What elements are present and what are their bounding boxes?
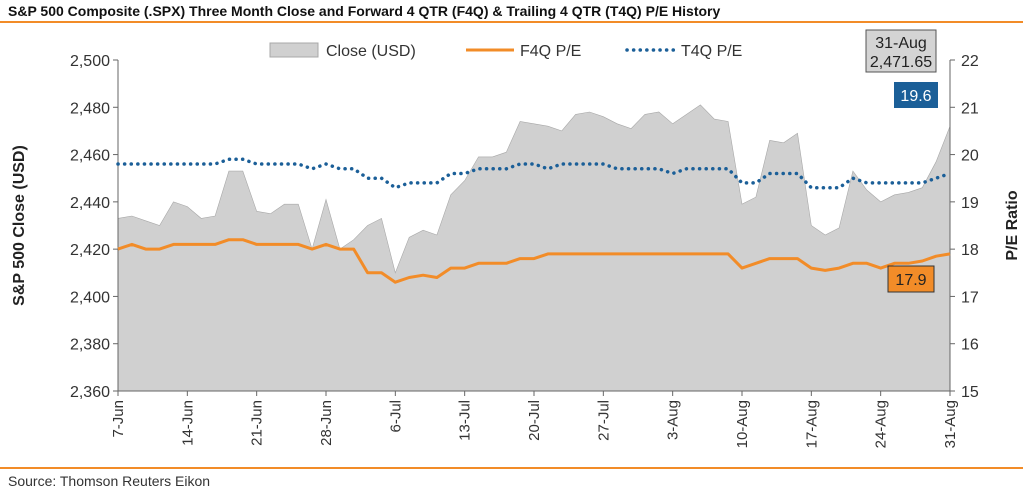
right-tick-label: 19 [961,195,979,212]
right-tick-label: 15 [961,384,979,401]
left-tick-label: 2,460 [70,148,110,165]
x-tick-label: 31-Aug [942,400,959,448]
right-tick-label: 16 [961,337,979,354]
legend: Close (USD) F4Q P/E T4Q P/E [269,42,742,60]
left-tick-label: 2,400 [70,289,110,306]
y-axis-title: S&P 500 Close (USD) [11,145,28,306]
x-tick-label: 21-Jun [249,400,266,446]
last-close-value: 2,471.65 [870,54,932,71]
legend-label-f4q: F4Q P/E [520,43,581,60]
left-tick-label: 2,440 [70,195,110,212]
x-tick-label: 24-Aug [873,400,890,448]
legend-label-close: Close (USD) [326,43,416,60]
x-tick-label: 6-Jul [387,400,404,433]
x-tick-label: 14-Jun [179,400,196,446]
bottom-rule [0,467,1023,469]
x-tick-label: 13-Jul [457,400,474,441]
last-close-date: 31-Aug [875,35,927,52]
y2-axis-title: P/E Ratio [1004,190,1021,260]
x-tick-label: 27-Jul [595,400,612,441]
close-area-layer [117,104,951,392]
annotations: 31-Aug 2,471.65 19.6 17.9 [865,29,938,293]
axes-layer: 2,360 2,380 2,400 2,420 2,440 2,460 2,480 2,500… [11,53,1021,448]
series-f4q-line [117,238,951,284]
f4q-last-value: 17.9 [895,272,926,289]
left-tick-label: 2,360 [70,384,110,401]
last-close-box [865,29,937,73]
right-tick-label: 21 [961,100,979,117]
series-close-area [117,104,951,392]
t4q-last-value: 19.6 [900,88,931,105]
x-tick-label: 10-Aug [734,400,751,448]
x-tick-label: 17-Aug [803,400,820,448]
x-tick-label: 20-Jul [526,400,543,441]
right-tick-label: 20 [961,148,979,165]
pe-lines-layer [116,157,952,284]
series-t4q-line [116,157,952,190]
x-tick-label: 7-Jun [110,400,127,438]
chart-area: 2,360 2,380 2,400 2,420 2,440 2,460 2,480 2,500… [11,29,1021,448]
x-tick-label: 3-Aug [665,400,682,440]
left-tick-label: 2,380 [70,337,110,354]
left-tick-label: 2,480 [70,100,110,117]
top-rule [0,21,1023,23]
legend-swatch-close [269,42,319,58]
x-tick-label: 28-Jun [318,400,335,446]
chart-title: S&P 500 Composite (.SPX) Three Month Clo… [8,3,721,19]
legend-label-t4q: T4Q P/E [681,43,742,60]
t4q-last-box [894,82,938,108]
left-tick-label: 2,500 [70,53,110,70]
right-tick-label: 17 [961,289,979,306]
source-note: Source: Thomson Reuters Eikon [8,473,211,489]
f4q-last-box [887,265,935,293]
left-tick-label: 2,420 [70,242,110,259]
right-tick-label: 18 [961,242,979,259]
right-tick-label: 22 [961,53,979,70]
